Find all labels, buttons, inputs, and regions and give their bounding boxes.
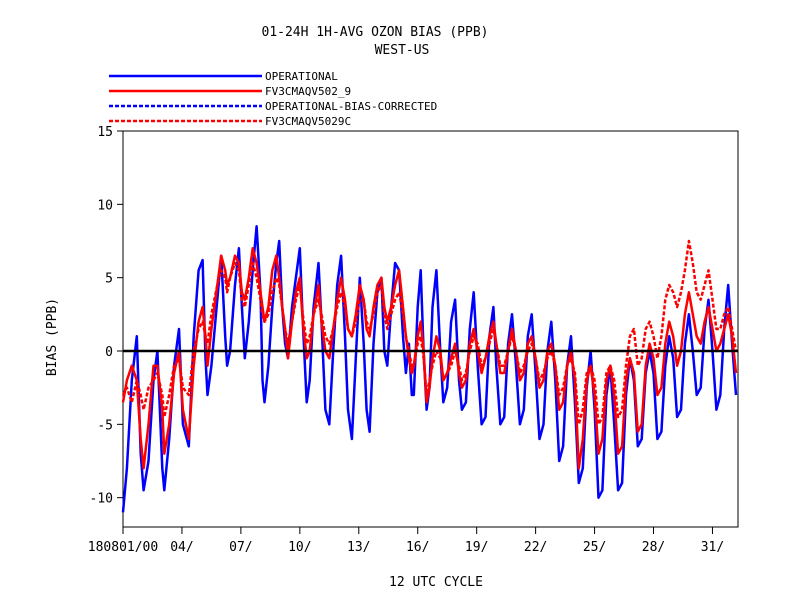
plot-area: 15 10 5 0 -5 -10 180801/00 04/07/10/13/16/19/2… bbox=[88, 125, 739, 555]
chart-subtitle: WEST-US bbox=[375, 43, 430, 58]
x-axis: 180801/00 04/07/10/13/16/19/22/25/28/31/ bbox=[88, 527, 724, 555]
x-tick-label: 180801/00 bbox=[88, 540, 158, 555]
legend-label: FV3CMAQV502_9 bbox=[265, 85, 351, 98]
x-tick-label: 28/ bbox=[642, 540, 665, 555]
plot-frame bbox=[122, 130, 739, 528]
legend-label: OPERATIONAL bbox=[265, 70, 338, 83]
y-tick-label: 0 bbox=[105, 345, 113, 360]
y-axis: 15 10 5 0 -5 -10 bbox=[90, 125, 123, 507]
legend-label: FV3CMAQV5029C bbox=[265, 115, 351, 128]
y-tick-label: 15 bbox=[97, 125, 113, 140]
x-tick-label: 31/ bbox=[701, 540, 724, 555]
x-tick-label: 07/ bbox=[229, 540, 252, 555]
y-tick-label: -5 bbox=[97, 418, 113, 433]
y-tick-label: -10 bbox=[90, 492, 113, 507]
y-tick-label: 10 bbox=[97, 198, 113, 213]
chart-title: 01-24H 1H-AVG OZON BIAS (PPB) bbox=[262, 25, 489, 40]
series-line-operational bbox=[121, 225, 738, 513]
legend-label: OPERATIONAL-BIAS-CORRECTED bbox=[265, 100, 437, 113]
x-axis-label: 12 UTC CYCLE bbox=[389, 575, 483, 590]
x-tick-label: 13/ bbox=[347, 540, 370, 555]
legend: OPERATIONAL FV3CMAQV502_9 OPERATIONAL-BIAS… bbox=[109, 70, 437, 128]
x-tick-label: 25/ bbox=[583, 540, 606, 555]
x-tick-label: 04/ bbox=[170, 540, 193, 555]
x-tick-label: 22/ bbox=[524, 540, 547, 555]
y-tick-label: 5 bbox=[105, 272, 113, 287]
x-tick-label: 16/ bbox=[406, 540, 429, 555]
series-lines bbox=[121, 225, 738, 513]
x-tick-label: 19/ bbox=[465, 540, 488, 555]
x-tick-label: 10/ bbox=[288, 540, 311, 555]
y-axis-label: BIAS (PPB) bbox=[45, 298, 60, 376]
